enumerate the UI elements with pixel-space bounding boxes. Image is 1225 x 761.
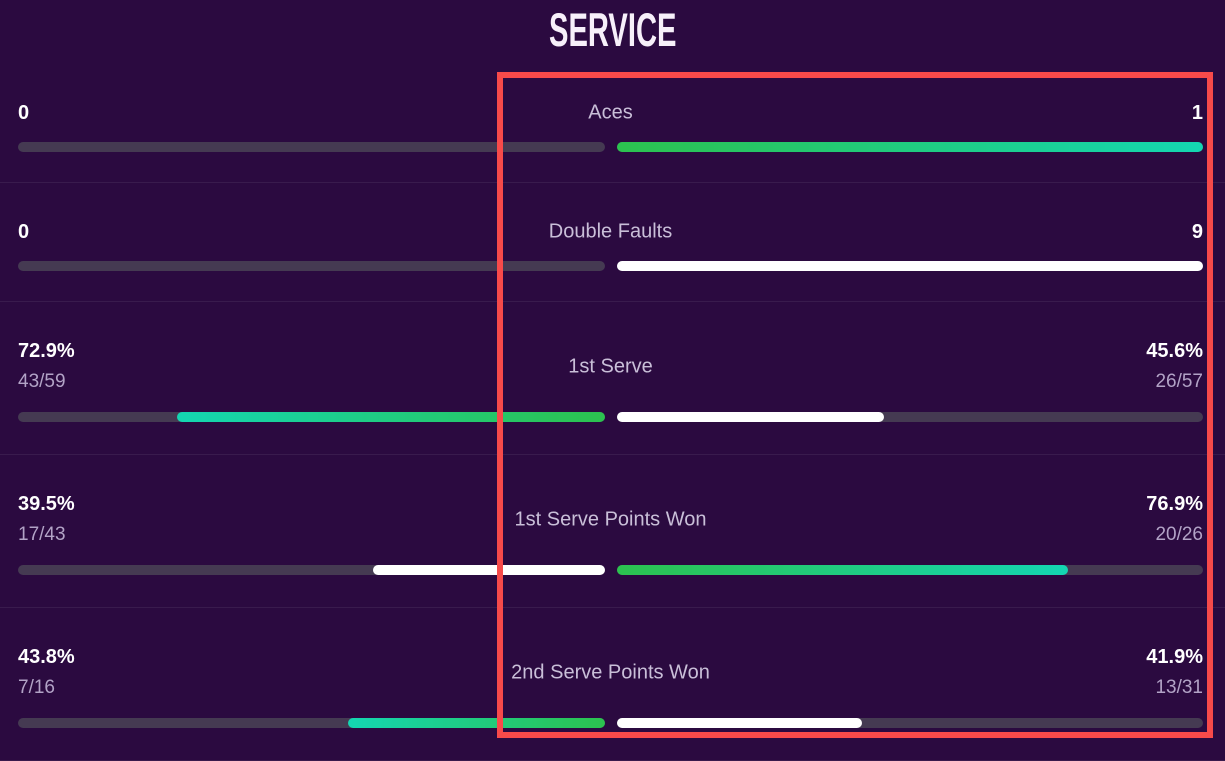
left-player-stats: 0 bbox=[18, 221, 29, 243]
stat-row-meta: 0 Aces 1 bbox=[18, 101, 1203, 125]
page-title: SERVICE bbox=[548, 3, 677, 56]
stat-row-meta: 39.5% 17/43 1st Serve Points Won 76.9% 2… bbox=[18, 493, 1203, 547]
stat-row-meta: 72.9% 43/59 1st Serve 45.6% 26/57 bbox=[18, 340, 1203, 394]
stat-row: 0 Aces 1 bbox=[0, 64, 1225, 183]
left-bar-track bbox=[18, 412, 605, 422]
stat-row-meta: 43.8% 7/16 2nd Serve Points Won 41.9% 13… bbox=[18, 646, 1203, 700]
left-value: 43.8% bbox=[18, 646, 75, 668]
stat-label: 2nd Serve Points Won bbox=[511, 661, 710, 684]
left-value: 39.5% bbox=[18, 493, 75, 515]
right-player-stats: 41.9% 13/31 bbox=[1146, 646, 1203, 700]
right-bar-fill bbox=[616, 565, 1068, 575]
right-bar-fill bbox=[616, 142, 1203, 152]
right-value: 45.6% bbox=[1146, 340, 1203, 362]
section-header: SERVICE bbox=[0, 0, 1225, 64]
right-bar-track bbox=[616, 412, 1203, 422]
right-bar-track bbox=[616, 718, 1203, 728]
right-value: 76.9% bbox=[1146, 493, 1203, 515]
left-bar-fill bbox=[347, 718, 605, 728]
left-value: 0 bbox=[18, 221, 30, 243]
left-bar-fill bbox=[372, 565, 605, 575]
right-bar-track bbox=[616, 565, 1203, 575]
stat-label: 1st Serve bbox=[568, 355, 653, 378]
left-bar-fill bbox=[176, 412, 605, 422]
right-bar-fill bbox=[616, 718, 863, 728]
stat-label: 1st Serve Points Won bbox=[514, 508, 707, 531]
left-value: 72.9% bbox=[18, 340, 75, 362]
left-player-stats: 0 bbox=[18, 102, 29, 124]
left-bar-track bbox=[18, 261, 605, 271]
left-player-stats: 43.8% 7/16 bbox=[18, 646, 75, 700]
left-player-stats: 39.5% 17/43 bbox=[18, 493, 75, 547]
right-fraction: 20/26 bbox=[1155, 524, 1203, 545]
left-value: 0 bbox=[18, 102, 30, 124]
stats-list: 0 Aces 1 0 Double Faults bbox=[0, 64, 1225, 761]
left-player-stats: 72.9% 43/59 bbox=[18, 340, 75, 394]
right-bar-track bbox=[616, 142, 1203, 152]
right-value: 1 bbox=[1191, 102, 1203, 124]
stat-row: 39.5% 17/43 1st Serve Points Won 76.9% 2… bbox=[0, 455, 1225, 608]
right-value: 41.9% bbox=[1146, 646, 1203, 668]
left-bar-track bbox=[18, 142, 605, 152]
left-fraction: 17/43 bbox=[18, 524, 66, 545]
left-fraction: 43/59 bbox=[18, 371, 66, 392]
stat-row: 72.9% 43/59 1st Serve 45.6% 26/57 bbox=[0, 302, 1225, 455]
left-bar-track bbox=[18, 718, 605, 728]
right-player-stats: 1 bbox=[1192, 102, 1203, 124]
stat-row: 0 Double Faults 9 bbox=[0, 183, 1225, 302]
stat-bars bbox=[18, 565, 1203, 575]
right-fraction: 13/31 bbox=[1155, 677, 1203, 698]
stat-bars bbox=[18, 412, 1203, 422]
stat-bars bbox=[18, 718, 1203, 728]
stat-label: Double Faults bbox=[548, 220, 673, 243]
stat-bars bbox=[18, 142, 1203, 152]
right-bar-fill bbox=[616, 412, 884, 422]
left-fraction: 7/16 bbox=[18, 677, 55, 698]
right-player-stats: 76.9% 20/26 bbox=[1146, 493, 1203, 547]
stat-row: 43.8% 7/16 2nd Serve Points Won 41.9% 13… bbox=[0, 608, 1225, 761]
right-bar-fill bbox=[616, 261, 1203, 271]
stat-row-meta: 0 Double Faults 9 bbox=[18, 220, 1203, 244]
right-fraction: 26/57 bbox=[1155, 371, 1203, 392]
right-bar-track bbox=[616, 261, 1203, 271]
right-value: 9 bbox=[1191, 221, 1203, 243]
right-player-stats: 45.6% 26/57 bbox=[1146, 340, 1203, 394]
stat-label: Aces bbox=[588, 101, 633, 124]
stat-bars bbox=[18, 261, 1203, 271]
left-bar-track bbox=[18, 565, 605, 575]
right-player-stats: 9 bbox=[1192, 221, 1203, 243]
